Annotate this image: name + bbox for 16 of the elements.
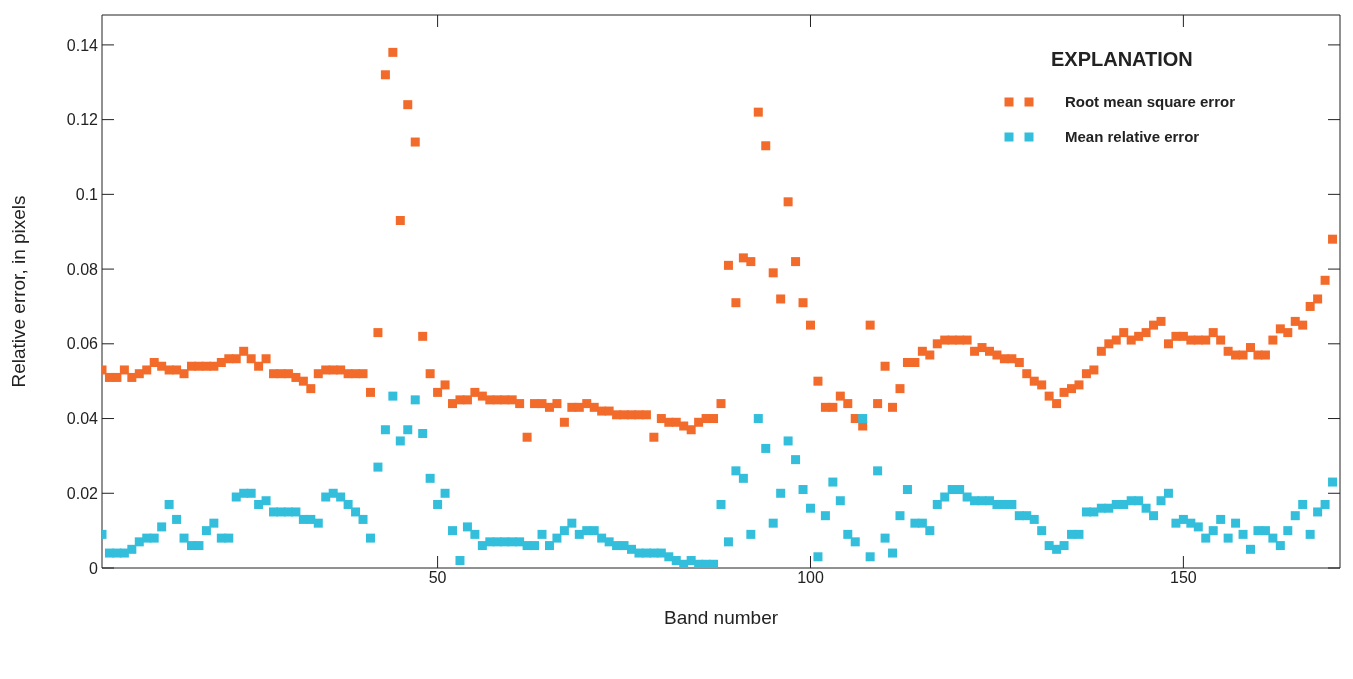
y-tick-label: 0.14 [66, 36, 99, 54]
y-axis-title: Relative error, in pixels [7, 195, 29, 388]
x-tick-label: 50 [428, 569, 447, 587]
y-tick-label: 0.02 [66, 484, 99, 502]
legend-label: Mean relative error [1064, 128, 1200, 145]
x-tick-label: 100 [797, 569, 824, 587]
y-tick-label: 0.12 [66, 111, 99, 129]
x-axis-title: Band number [663, 607, 779, 628]
y-tick-label: 0.1 [75, 186, 99, 204]
legend-label: Root mean square error [1064, 93, 1235, 110]
y-tick-label: 0 [89, 559, 99, 577]
y-tick-label: 0.08 [66, 260, 99, 278]
y-tick-label: 0.04 [66, 410, 99, 428]
legend-title: EXPLANATION [1050, 48, 1194, 71]
x-tick-label: 150 [1170, 569, 1197, 587]
y-tick-label: 0.06 [66, 335, 99, 353]
